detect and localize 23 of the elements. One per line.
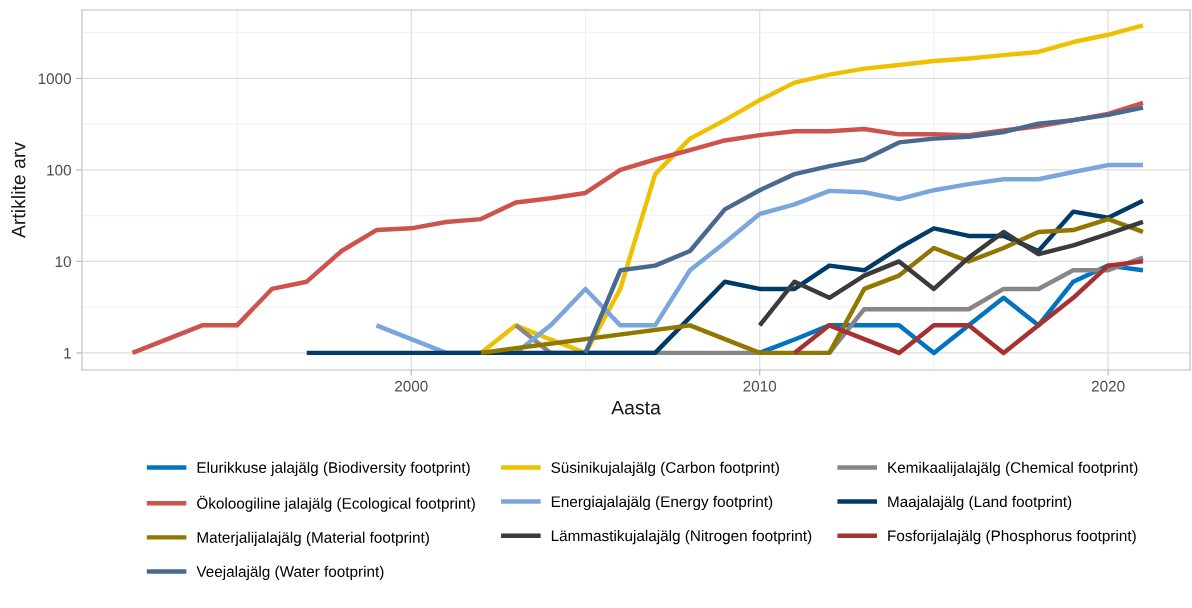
legend-label: Fosforijalajälg (Phosphorus footprint) [888,529,1136,545]
legend-label: Ökoloogiline jalajälg (Ecological footprint) [197,495,475,512]
line-series [757,219,1146,328]
x-tick-label: 2010 [743,380,777,392]
legend-label: Veejalajälg (Water footprint) [196,565,384,581]
legend-label: Materjalijalajälg (Material footprint) [197,531,429,546]
x-axis-title: Aasta [611,400,661,415]
y-tick-label: 10 [55,256,71,268]
line-series [478,216,1146,356]
legend-label: Kemikaalijalajälg (Chemical footprint) [888,461,1138,476]
x-tick-label: 2000 [395,380,428,392]
y-tick-label: 1 [64,347,71,359]
y-tick-label: 1000 [38,73,71,85]
y-tick-label: 100 [47,164,71,176]
legend-label: Maajalajälg (Land footprint) [888,495,1072,511]
line-series [304,198,1146,356]
line-series [583,105,1146,356]
y-axis-title: Artiklite arv [11,141,26,239]
x-tick-label: 2020 [1091,380,1125,392]
legend-label: Elurikkuse jalajälg (Biodiversity footprint) [197,461,470,476]
legend-label: Lämmastikujalajälg (Nitrogen footprint) [551,529,812,545]
legend-label: Energiajalajälg (Energy footprint) [551,495,773,511]
legend-label: Süsinikujalajälg (Carbon footprint) [551,461,779,476]
